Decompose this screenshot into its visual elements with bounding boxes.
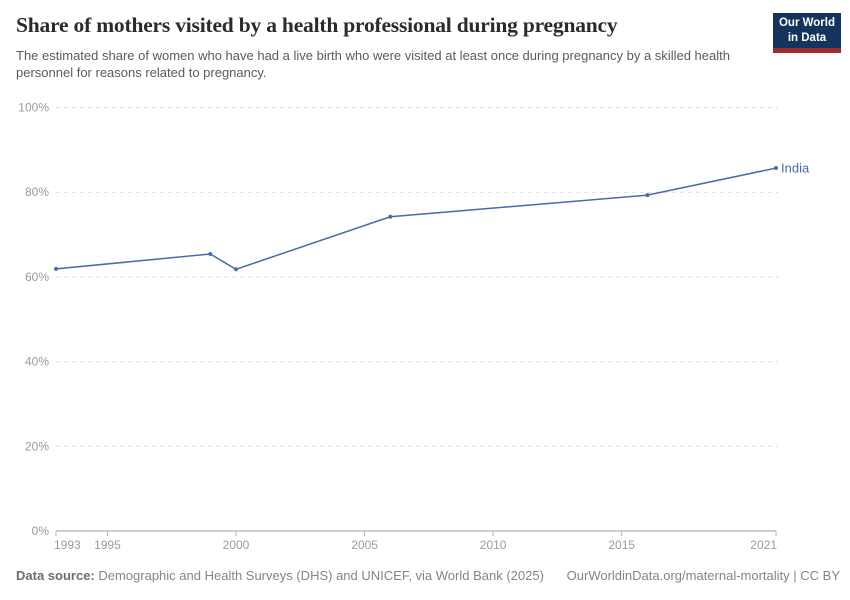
y-axis-tick-label: 20% bbox=[25, 439, 49, 453]
y-axis-tick-label: 0% bbox=[32, 524, 50, 538]
chart-footer: Data source: Demographic and Health Surv… bbox=[16, 568, 840, 583]
data-point-india[interactable] bbox=[54, 266, 58, 271]
data-point-india[interactable] bbox=[645, 193, 650, 198]
x-axis-tick-label: 2021 bbox=[750, 538, 777, 552]
owid-logo-text: Our World in Data bbox=[773, 13, 841, 48]
owid-logo-line1: Our World bbox=[778, 17, 835, 29]
data-source-text: Demographic and Health Surveys (DHS) and… bbox=[94, 568, 544, 583]
y-axis-tick-label: 100% bbox=[18, 101, 49, 115]
data-source: Data source: Demographic and Health Surv… bbox=[16, 568, 544, 583]
page-title: Share of mothers visited by a health pro… bbox=[16, 13, 618, 37]
owid-logo-line2: in Data bbox=[787, 32, 827, 44]
x-axis-tick-label: 1995 bbox=[94, 538, 121, 552]
x-axis-tick-label: 2000 bbox=[223, 538, 250, 552]
data-point-india[interactable] bbox=[234, 267, 238, 272]
data-point-india[interactable] bbox=[388, 214, 393, 219]
y-axis-tick-label: 40% bbox=[25, 355, 49, 369]
data-point-india[interactable] bbox=[774, 166, 778, 171]
series-line-india[interactable] bbox=[55, 167, 777, 271]
owid-logo-stripe bbox=[773, 48, 841, 53]
x-axis-tick-label: 2015 bbox=[608, 538, 635, 552]
y-axis-tick-label: 80% bbox=[25, 185, 49, 199]
y-axis-tick-label: 60% bbox=[25, 270, 49, 284]
x-axis-tick-label: 1993 bbox=[54, 538, 81, 552]
x-axis-tick-label: 2010 bbox=[480, 538, 507, 552]
data-source-label: Data source: bbox=[16, 568, 95, 583]
chart-subtitle: The estimated share of women who have ha… bbox=[16, 48, 730, 80]
owid-logo[interactable]: Our World in Data bbox=[773, 13, 841, 53]
x-axis-tick-label: 2005 bbox=[351, 538, 378, 552]
series-label-india[interactable]: India bbox=[781, 161, 810, 176]
data-point-india[interactable] bbox=[208, 252, 213, 257]
footer-link[interactable]: OurWorldinData.org/maternal-mortality | … bbox=[566, 568, 840, 583]
